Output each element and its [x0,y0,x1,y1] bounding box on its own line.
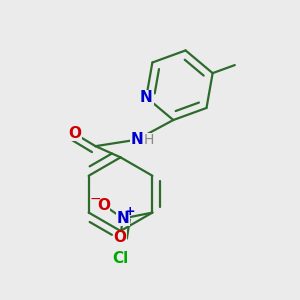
Text: N: N [140,90,153,105]
Text: O: O [68,126,81,141]
Text: H: H [144,133,154,147]
Bar [112,251,129,266]
Text: N: N [130,132,143,147]
Bar [138,90,154,105]
Bar [130,132,144,147]
Bar [97,198,110,212]
Text: Cl: Cl [112,251,129,266]
Text: O: O [97,198,110,213]
Bar [68,127,82,141]
Text: O: O [113,230,127,245]
Text: +: + [124,206,135,218]
Bar [113,230,127,245]
Bar [116,211,130,226]
Text: −: − [89,192,101,206]
Text: N: N [117,211,129,226]
Bar [143,133,155,146]
